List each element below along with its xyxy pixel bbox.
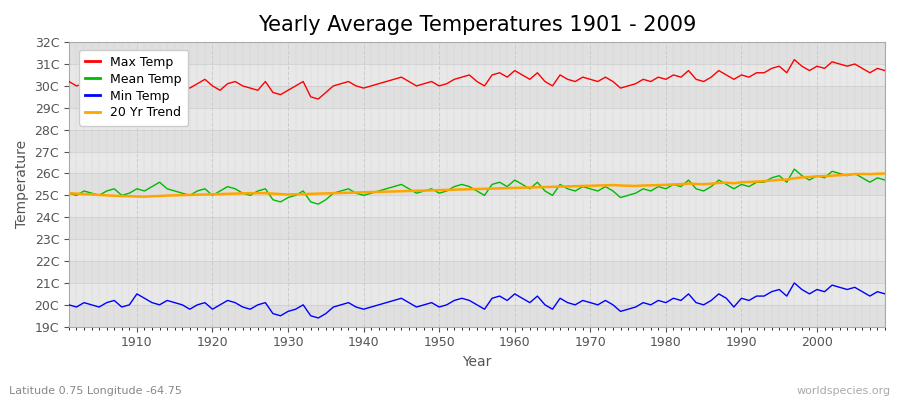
- Bar: [69, 152, 885, 174]
- Bar: [69, 86, 885, 108]
- Bar: [69, 305, 885, 327]
- Bar: [69, 64, 885, 86]
- Bar: [69, 108, 885, 130]
- Bar: [69, 130, 885, 152]
- Bar: [69, 42, 885, 64]
- Title: Yearly Average Temperatures 1901 - 2009: Yearly Average Temperatures 1901 - 2009: [257, 15, 696, 35]
- Bar: [69, 283, 885, 305]
- Text: worldspecies.org: worldspecies.org: [796, 386, 891, 396]
- Bar: [69, 239, 885, 261]
- X-axis label: Year: Year: [463, 355, 491, 369]
- Bar: [69, 217, 885, 239]
- Y-axis label: Temperature: Temperature: [15, 140, 29, 228]
- Legend: Max Temp, Mean Temp, Min Temp, 20 Yr Trend: Max Temp, Mean Temp, Min Temp, 20 Yr Tre…: [79, 50, 188, 126]
- Text: Latitude 0.75 Longitude -64.75: Latitude 0.75 Longitude -64.75: [9, 386, 182, 396]
- Bar: [69, 174, 885, 195]
- Bar: [69, 195, 885, 217]
- Bar: [69, 261, 885, 283]
